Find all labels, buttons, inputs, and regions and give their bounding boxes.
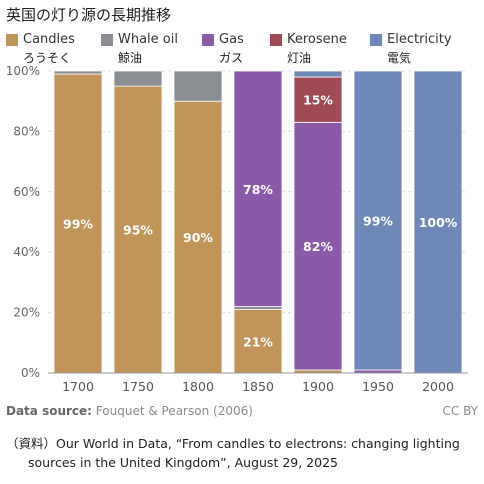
- x-tick-label: 1900: [302, 379, 334, 394]
- bar-segment-2000-electricity: [413, 70, 463, 374]
- bar-segment-1700-whale-oil: [53, 70, 103, 75]
- bar-segment-1850-candles: [233, 309, 283, 374]
- y-tick-label: 40%: [13, 245, 40, 259]
- y-tick-label: 60%: [13, 185, 40, 199]
- bar-segment-1850-whale-oil: [233, 306, 283, 310]
- bar-segment-1800-candles: [173, 100, 223, 374]
- legend-jp-label-gas: ガス: [219, 51, 244, 65]
- legend-jp-label-whale-oil: 鯨油: [118, 51, 143, 65]
- x-tick-label: 1700: [62, 379, 94, 394]
- legend-jp-label-kerosene: 灯油: [287, 51, 312, 65]
- bar-segment-1900-gas: [293, 121, 343, 371]
- legend-jp-label-electricity: 電気: [387, 51, 412, 65]
- y-tick-label: 0%: [21, 366, 40, 380]
- legend-label-gas: Gas: [219, 32, 244, 47]
- data-source-label: Data source:: [6, 404, 92, 418]
- legend-label-kerosene: Kerosene: [287, 32, 347, 47]
- bar-segment-1750-whale-oil: [113, 70, 163, 87]
- source-note: （資料）Our World in Data, “From candles to …: [6, 434, 478, 472]
- bar-segment-1750-candles: [113, 85, 163, 374]
- x-tick-label: 2000: [422, 379, 454, 394]
- bar-segment-1850-gas: [233, 70, 283, 307]
- source-note-line-2: sources in the United Kingdom”, August 2…: [28, 455, 338, 470]
- x-tick-label: 1950: [362, 379, 394, 394]
- data-source-text: Fouquet & Pearson (2006): [95, 404, 253, 418]
- legend-swatch-candles: [6, 34, 18, 46]
- data-label: 21%: [243, 334, 273, 349]
- bar-segment-1950-electricity: [353, 70, 403, 371]
- legend-label-whale-oil: Whale oil: [118, 32, 178, 47]
- x-tick-label: 1750: [122, 379, 154, 394]
- legend-swatch-whale-oil: [101, 34, 113, 46]
- data-source: Data source: Fouquet & Pearson (2006): [6, 404, 253, 418]
- data-label: 82%: [303, 239, 333, 254]
- page-title: 英国の灯り源の長期推移: [6, 6, 172, 24]
- data-label: 15%: [303, 93, 333, 108]
- data-label: 90%: [183, 230, 213, 245]
- x-tick-label: 1800: [182, 379, 214, 394]
- data-label: 100%: [419, 215, 458, 230]
- source-note-line-1: （資料）Our World in Data, “From candles to …: [6, 436, 460, 451]
- y-tick-label: 100%: [6, 64, 40, 78]
- legend-label-electricity: Electricity: [387, 32, 452, 47]
- data-label: 99%: [363, 213, 393, 228]
- bar-segment-1900-kerosene: [293, 76, 343, 123]
- data-label: 95%: [123, 223, 153, 238]
- legend-swatch-kerosene: [270, 34, 282, 46]
- x-tick-label: 1850: [242, 379, 274, 394]
- legend-swatch-gas: [202, 34, 214, 46]
- data-label: 99%: [63, 217, 93, 232]
- bar-segment-1700-candles: [53, 73, 103, 374]
- y-tick-label: 20%: [13, 306, 40, 320]
- legend-jp-label-candles: ろうそく: [23, 51, 72, 65]
- legend-swatch-electricity: [370, 34, 382, 46]
- legend-label-candles: Candles: [23, 32, 75, 47]
- license: CC BY: [442, 404, 478, 418]
- bar-segment-1800-whale-oil: [173, 70, 223, 102]
- y-tick-label: 80%: [13, 124, 40, 138]
- data-label: 78%: [243, 182, 273, 197]
- legend: Candles ろうそく Whale oil 鯨油 Gas ガス Kerosene 灯油 Ele…: [0, 32, 484, 68]
- stacked-bar-chart: 0% 20% 40% 60% 80% 100% 99% 1700 95% 1750 90% 1800 2…: [6, 64, 468, 394]
- bar-segment-1900-electricity: [293, 70, 343, 78]
